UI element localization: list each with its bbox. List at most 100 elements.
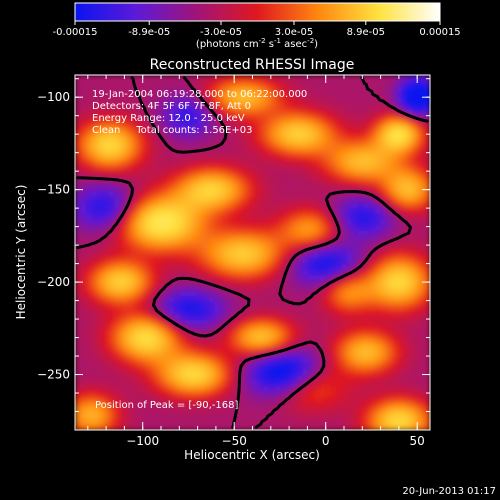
heatmap-cell: [130, 113, 137, 120]
heatmap-cell: [191, 219, 198, 226]
heatmap-cell: [91, 185, 98, 193]
heatmap-cell: [202, 291, 209, 298]
heatmap-cell: [219, 219, 226, 226]
heatmap-cell: [335, 97, 342, 104]
heatmap-cell: [385, 341, 392, 348]
heatmap-cell: [91, 235, 98, 243]
heatmap-cell: [252, 274, 259, 281]
heatmap-cell: [180, 241, 187, 248]
heatmap-cell: [97, 191, 104, 198]
heatmap-cell: [269, 368, 276, 376]
heatmap-cell: [391, 296, 398, 304]
heatmap-cell: [163, 102, 170, 109]
heatmap-cell: [197, 341, 204, 348]
heatmap-cell: [341, 313, 348, 320]
heatmap-cell: [224, 202, 231, 209]
heatmap-cell: [102, 319, 109, 326]
heatmap-cell: [380, 291, 387, 298]
heatmap-cell: [307, 413, 315, 420]
annotation-detectors: Detectors: 4F 5F 6F 7F 8F, Att 0: [92, 101, 251, 112]
heatmap-cell: [108, 352, 115, 359]
heatmap-cell: [280, 91, 287, 98]
heatmap-cell: [197, 374, 204, 381]
heatmap-cell: [263, 313, 270, 320]
heatmap-cell: [80, 352, 87, 359]
heatmap-cell: [124, 324, 132, 331]
heatmap-cell: [219, 391, 226, 398]
heatmap-cell: [330, 274, 337, 281]
heatmap-cell: [319, 197, 326, 204]
heatmap-cell: [324, 258, 331, 265]
heatmap-cell: [202, 246, 209, 254]
heatmap-cell: [335, 263, 342, 270]
heatmap-cell: [147, 219, 154, 226]
heatmap-cell: [91, 352, 98, 359]
heatmap-cell: [108, 330, 115, 337]
heatmap-cell: [241, 380, 248, 387]
heatmap-cell: [307, 224, 315, 231]
heatmap-cell: [319, 97, 326, 104]
heatmap-cell: [269, 174, 276, 181]
heatmap-cell: [136, 363, 143, 370]
heatmap-cell: [324, 324, 331, 331]
heatmap-cell: [130, 230, 137, 237]
heatmap-cell: [246, 169, 254, 176]
heatmap-cell: [374, 424, 381, 430]
heatmap-cell: [357, 285, 365, 292]
heatmap-cell: [324, 418, 331, 426]
heatmap-cell: [352, 97, 359, 104]
heatmap-cell: [357, 169, 365, 176]
heatmap-cell: [363, 346, 370, 353]
heatmap-cell: [418, 136, 426, 143]
heatmap-cell: [269, 213, 276, 220]
heatmap-cell: [285, 80, 292, 87]
heatmap-cell: [357, 352, 365, 359]
heatmap-cell: [224, 113, 231, 120]
heatmap-cell: [163, 219, 170, 226]
heatmap-cell: [391, 180, 398, 187]
heatmap-cell: [169, 80, 176, 87]
heatmap-cell: [75, 202, 82, 209]
heatmap-cell: [252, 202, 259, 209]
heatmap-cell: [357, 130, 365, 137]
heatmap-cell: [385, 136, 392, 143]
heatmap-cell: [352, 274, 359, 281]
heatmap-cell: [246, 219, 254, 226]
heatmap-cell: [269, 169, 276, 176]
heatmap-cell: [396, 391, 403, 398]
heatmap-cell: [402, 341, 409, 348]
heatmap-cell: [252, 130, 259, 137]
heatmap-cell: [136, 219, 143, 226]
heatmap-cell: [80, 108, 87, 115]
heatmap-cell: [391, 141, 398, 148]
heatmap-cell: [202, 152, 209, 159]
heatmap-cell: [335, 380, 342, 387]
heatmap-cell: [213, 252, 220, 259]
heatmap-cell: [224, 380, 231, 387]
heatmap-cell: [124, 235, 132, 243]
heatmap-cell: [402, 263, 409, 270]
heatmap-cell: [302, 91, 309, 98]
heatmap-cell: [241, 169, 248, 176]
heatmap-cell: [330, 180, 337, 187]
heatmap-cell: [185, 357, 193, 365]
heatmap-cell: [119, 169, 126, 176]
heatmap-cell: [424, 324, 430, 331]
heatmap-cell: [391, 269, 398, 276]
heatmap-cell: [97, 413, 104, 420]
heatmap-cell: [213, 180, 220, 187]
heatmap-cell: [213, 241, 220, 248]
heatmap-cell: [346, 374, 353, 381]
heatmap-cell: [335, 319, 342, 326]
heatmap-cell: [263, 147, 270, 154]
heatmap-cell: [91, 402, 98, 409]
heatmap-cell: [291, 224, 298, 231]
heatmap-cell: [147, 208, 154, 215]
heatmap-cell: [385, 252, 392, 259]
heatmap-cell: [391, 130, 398, 137]
heatmap-cell: [396, 252, 403, 259]
heatmap-cell: [241, 346, 248, 353]
heatmap-cell: [352, 413, 359, 420]
heatmap-cell: [86, 130, 93, 137]
heatmap-cell: [191, 246, 198, 254]
